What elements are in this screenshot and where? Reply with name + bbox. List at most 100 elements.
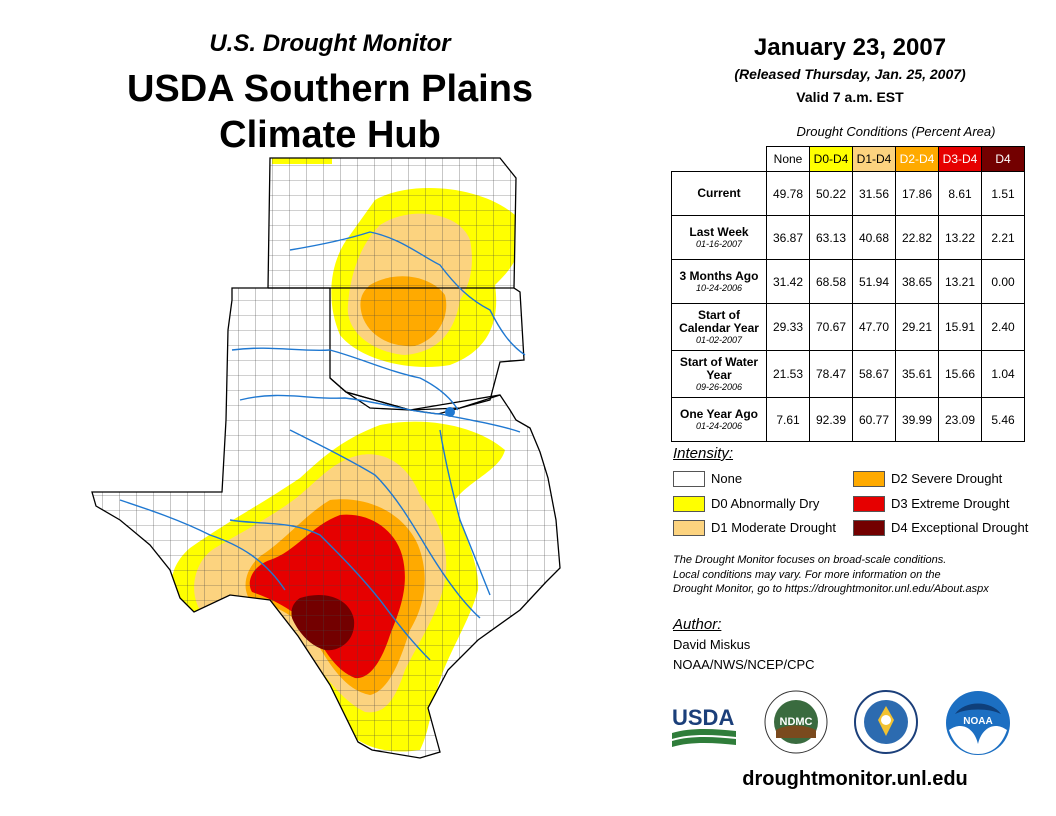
ndmc-logo: NDMC xyxy=(764,690,828,754)
table-cell: 21.53 xyxy=(766,350,810,398)
row-label: One Year Ago 01-24-2006 xyxy=(671,397,767,442)
table-cell: 78.47 xyxy=(809,350,853,398)
table-cell: 92.39 xyxy=(809,397,853,442)
map-title-line2: Climate Hub xyxy=(219,114,441,156)
table-cell: 8.61 xyxy=(938,171,982,216)
table-header-row: None D0-D4 D1-D4 D2-D4 D3-D4 D4 xyxy=(672,146,1025,172)
drought-regions xyxy=(92,158,560,758)
commerce-seal-logo xyxy=(854,690,918,754)
row-date: 01-16-2007 xyxy=(695,238,743,249)
table-cell: 1.04 xyxy=(981,350,1025,398)
table-cell: 13.22 xyxy=(938,215,982,260)
table-cell: 23.09 xyxy=(938,397,982,442)
legend-label: None xyxy=(711,471,743,486)
legend-label: D0 Abnormally Dry xyxy=(711,496,820,511)
table-row-current: Current 49.78 50.22 31.56 17.86 8.61 1.5… xyxy=(671,171,1025,216)
ndmc-logo-text: NDMC xyxy=(780,716,813,728)
col-header-d2-d4: D2-D4 xyxy=(895,146,939,172)
river-rio-grande xyxy=(119,499,286,591)
legend-label: D4 Exceptional Drought xyxy=(891,520,1029,535)
col-header-d0-d4: D0-D4 xyxy=(809,146,853,172)
table-cell: 47.70 xyxy=(852,303,896,351)
noaa-logo: NOAA xyxy=(946,691,1010,755)
legend-swatch xyxy=(853,471,885,487)
usda-logo-text: USDA xyxy=(672,705,734,730)
note-line: The Drought Monitor focuses on broad-sca… xyxy=(673,554,947,566)
row-date: 10-24-2006 xyxy=(695,282,743,293)
table-cell: 63.13 xyxy=(809,215,853,260)
table-cell: 58.67 xyxy=(852,350,896,398)
table-cell: 70.67 xyxy=(809,303,853,351)
legend-swatch xyxy=(673,496,705,512)
rivers xyxy=(119,231,526,661)
row-label: Start of Calendar Year 01-02-2007 xyxy=(671,303,767,351)
table-cell: 22.82 xyxy=(895,215,939,260)
river-canadian xyxy=(231,347,459,411)
col-header-d4: D4 xyxy=(981,146,1025,172)
map-date: January 23, 2007 xyxy=(753,34,947,61)
disclaimer-note: The Drought Monitor focuses on broad-sca… xyxy=(673,553,1043,597)
release-date: (Released Thursday, Jan. 25, 2007) xyxy=(734,66,966,82)
table-cell: 49.78 xyxy=(766,171,810,216)
table-row-start-of-calendar-year: Start of Calendar Year 01-02-2007 29.33 7… xyxy=(671,303,1025,351)
table-cell: 29.21 xyxy=(895,303,939,351)
row-label: 3 Months Ago 10-24-2006 xyxy=(671,259,767,304)
usda-logo: USDA xyxy=(672,705,736,747)
river-colorado xyxy=(229,519,431,661)
table-cell: 35.61 xyxy=(895,350,939,398)
river-brazos xyxy=(289,429,481,619)
legend-swatch xyxy=(853,520,885,536)
row-label-text: Last Week xyxy=(689,224,749,239)
author-name: David Miskus xyxy=(673,637,751,652)
col-header-d3-d4: D3-D4 xyxy=(938,146,982,172)
table-row-one-year-ago: One Year Ago 01-24-2006 7.61 92.39 60.77 … xyxy=(671,397,1025,442)
row-label-text: Start of Water Year xyxy=(679,354,759,382)
legend-label: D3 Extreme Drought xyxy=(891,496,1010,511)
table-cell: 13.21 xyxy=(938,259,982,304)
note-line: Drought Monitor, go to https://droughtmo… xyxy=(673,583,989,595)
row-label-text: 3 Months Ago xyxy=(679,268,759,283)
lake-texoma xyxy=(445,407,455,417)
row-label: Current xyxy=(671,171,767,216)
drought-conditions-table: None D0-D4 D1-D4 D2-D4 D3-D4 D4 Current … xyxy=(671,146,1025,442)
river-red xyxy=(239,394,521,433)
table-row-3-months-ago: 3 Months Ago 10-24-2006 31.42 68.58 51.94… xyxy=(671,259,1025,304)
valid-time: Valid 7 a.m. EST xyxy=(796,89,904,105)
note-line: Local conditions may vary. For more info… xyxy=(673,568,941,581)
table-cell: 40.68 xyxy=(852,215,896,260)
drought-map xyxy=(91,157,561,759)
col-header-d1-d4: D1-D4 xyxy=(852,146,896,172)
table-cell: 68.58 xyxy=(809,259,853,304)
row-label-text: Current xyxy=(697,186,741,200)
row-label-text: Start of Calendar Year xyxy=(679,307,759,335)
river-arkansas xyxy=(289,231,526,356)
table-cell: 15.91 xyxy=(938,303,982,351)
legend-label: D2 Severe Drought xyxy=(891,471,1003,486)
legend-swatch xyxy=(673,471,705,487)
table-cell: 17.86 xyxy=(895,171,939,216)
table-cell: 51.94 xyxy=(852,259,896,304)
table-cell: 15.66 xyxy=(938,350,982,398)
noaa-logo-text: NOAA xyxy=(963,716,992,727)
map-title-line1: USDA Southern Plains xyxy=(126,68,534,110)
table-cell: 38.65 xyxy=(895,259,939,304)
river-trinity xyxy=(439,429,491,596)
table-cell: 29.33 xyxy=(766,303,810,351)
table-cell: 50.22 xyxy=(809,171,853,216)
footer-url[interactable]: droughtmonitor.unl.edu xyxy=(742,768,968,790)
table-cell: 2.21 xyxy=(981,215,1025,260)
map-title: USDA Southern Plains Climate Hub xyxy=(60,66,600,158)
table-row-start-of-water-year: Start of Water Year 09-26-2006 21.53 78.4… xyxy=(671,350,1025,398)
table-cell: 7.61 xyxy=(766,397,810,442)
table-cell: 31.42 xyxy=(766,259,810,304)
map-subtitle: U.S. Drought Monitor xyxy=(209,30,451,57)
author-title: Author: xyxy=(673,616,722,633)
row-label: Start of Water Year 09-26-2006 xyxy=(671,350,767,398)
legend-swatch xyxy=(673,520,705,536)
author-org: NOAA/NWS/NCEP/CPC xyxy=(673,657,815,672)
row-date: 09-26-2006 xyxy=(695,381,743,392)
table-cell: 0.00 xyxy=(981,259,1025,304)
row-label: Last Week 01-16-2007 xyxy=(671,215,767,260)
table-cell: 39.99 xyxy=(895,397,939,442)
table-cell: 31.56 xyxy=(852,171,896,216)
